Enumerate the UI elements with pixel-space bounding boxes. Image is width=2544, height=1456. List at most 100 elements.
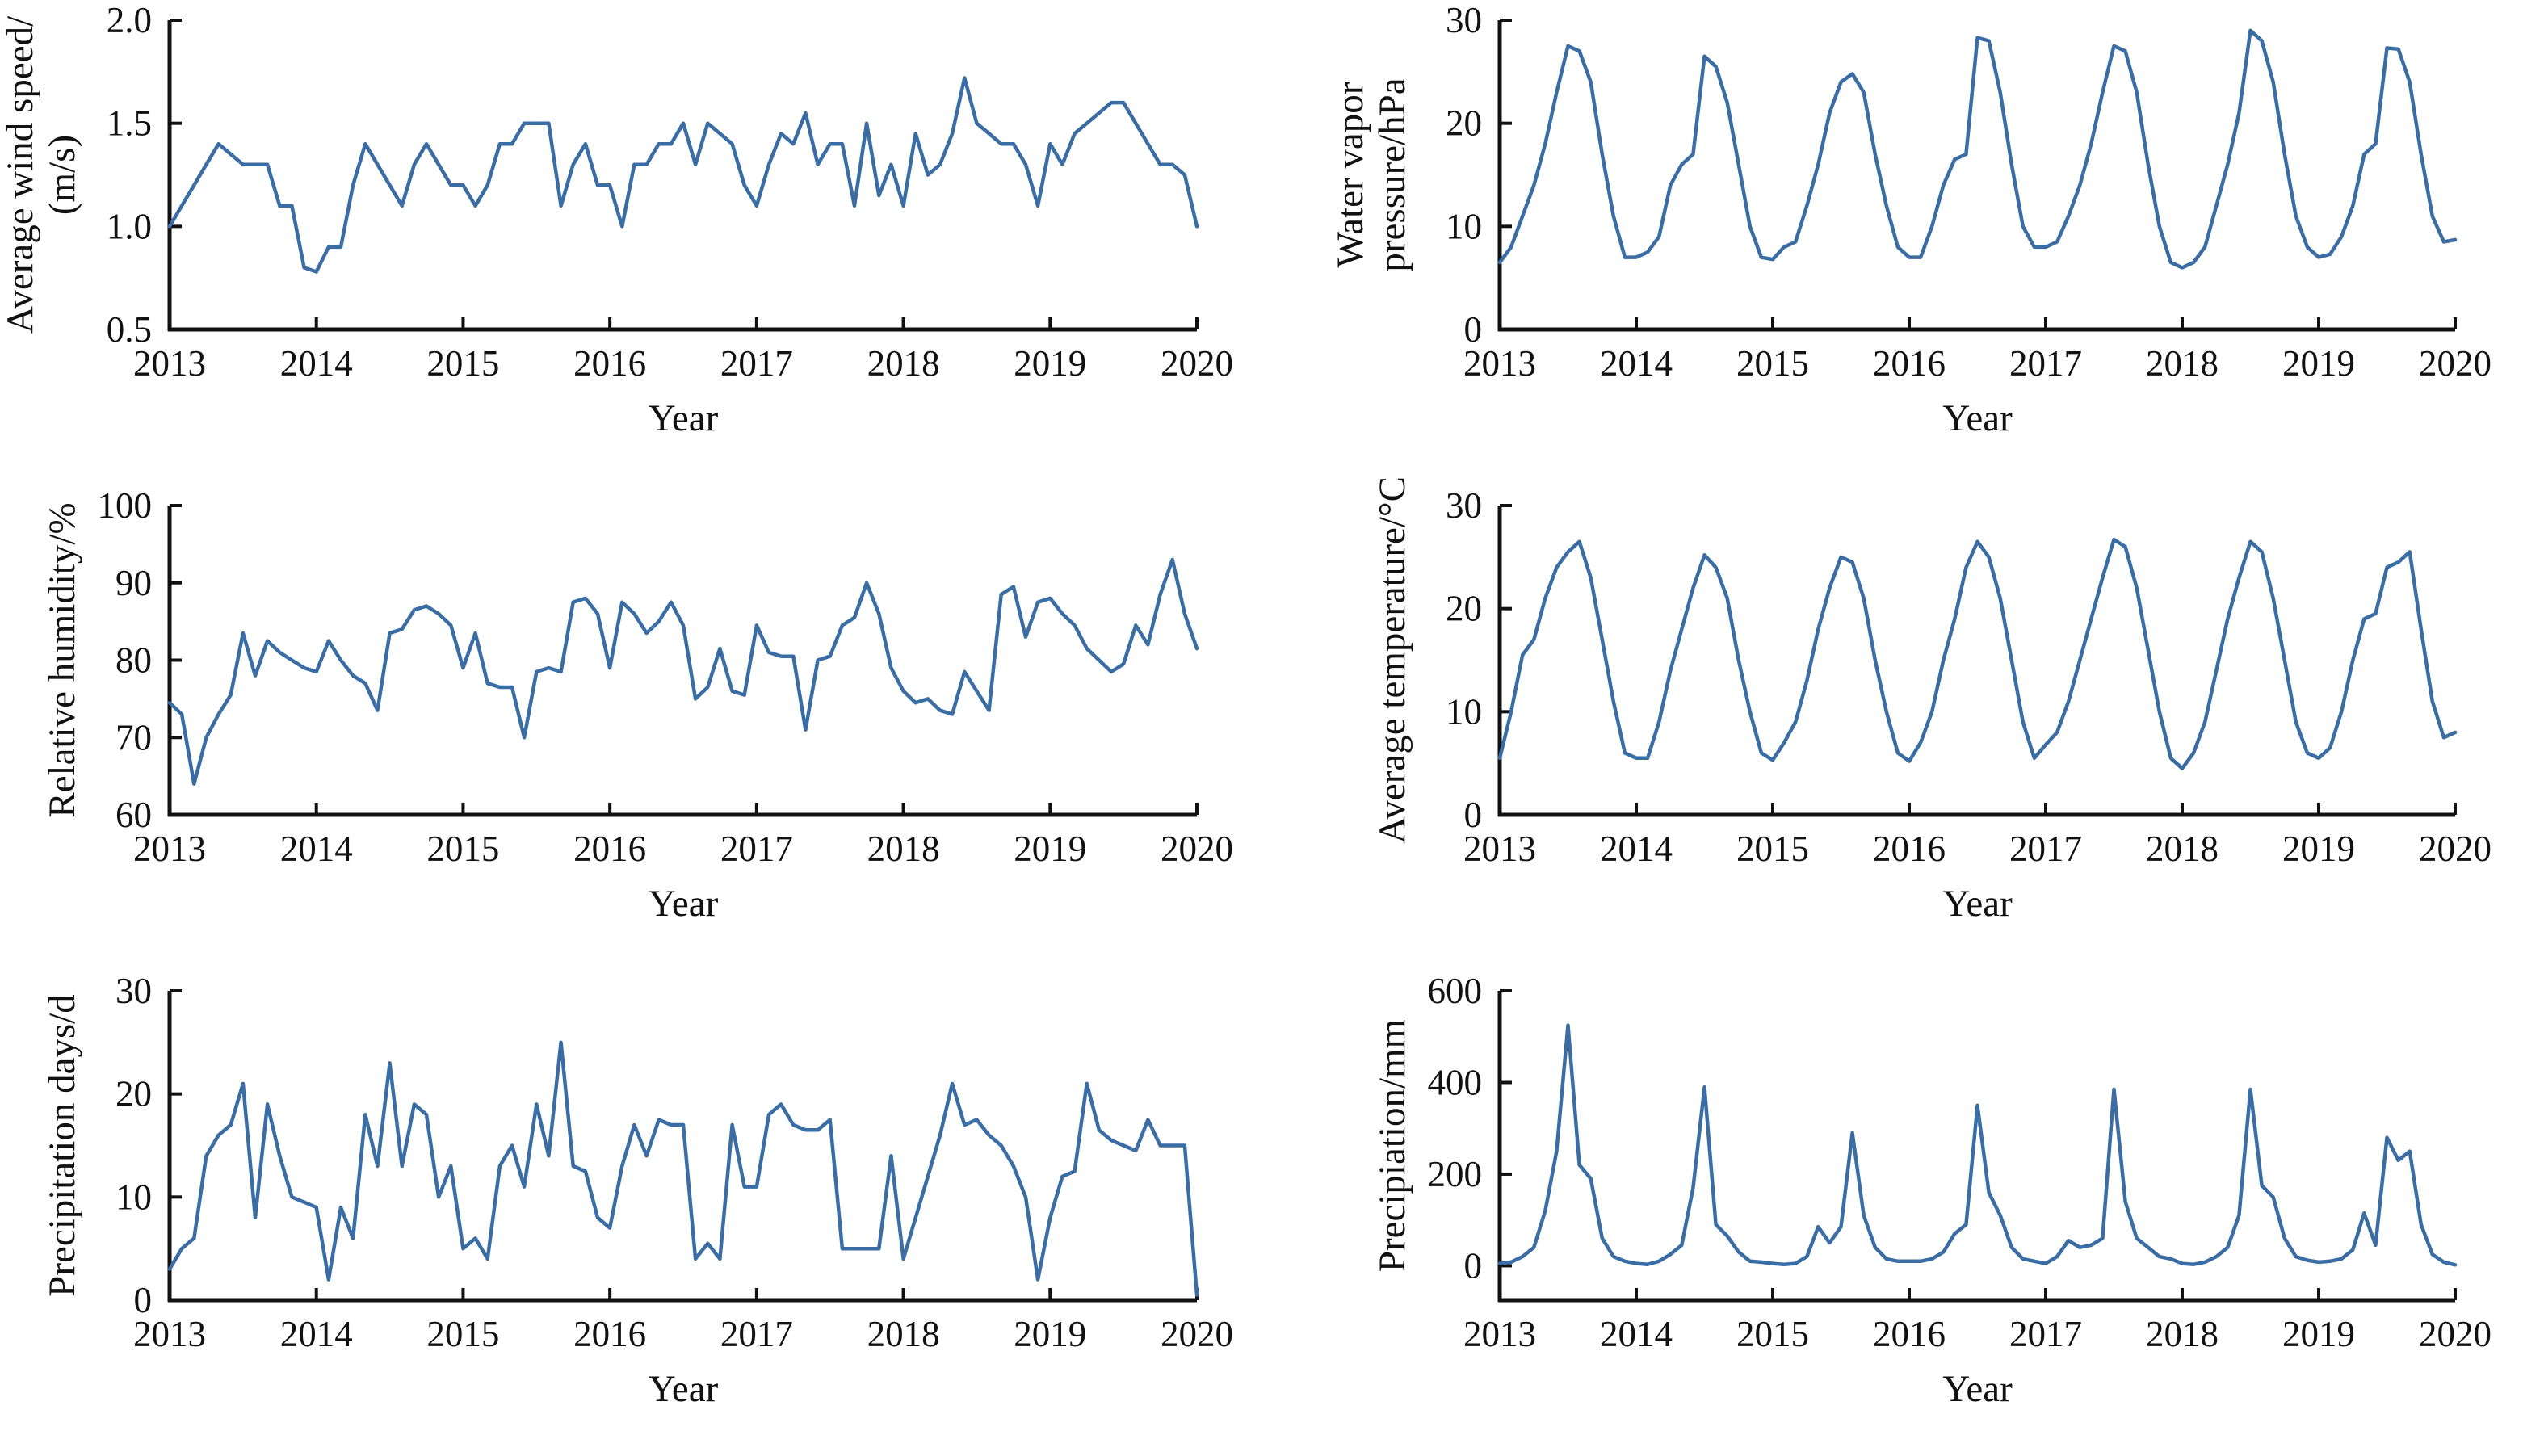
x-tick-label: 2019 [2282, 343, 2355, 384]
x-axis-label: Year [1942, 1368, 2013, 1410]
water-vapor-pressure-chart: 0 10 20 30 2013 2014 2015 2016 2017 2018 2019 2020 W… [1329, 0, 2492, 439]
panel-water-vapor-pressure: 0 10 20 30 2013 2014 2015 2016 2017 2018 2019 2020 W… [1272, 0, 2544, 485]
data-line [167, 557, 1199, 786]
x-tick-label: 2014 [280, 829, 353, 869]
panel-precipitation-mm: 0 200 400 600 2013 2014 2015 2016 2017 2018 2019 20… [1272, 971, 2544, 1456]
panel-relative-humidity: 60 70 80 90 100 2013 2014 2015 2016 2017 2018 2019 2… [0, 485, 1272, 971]
x-tick-label: 2016 [573, 1314, 646, 1354]
data-line [1497, 28, 2458, 270]
y-tick-label: 0 [1464, 1245, 1483, 1286]
y-tick-label: 0 [134, 1280, 153, 1320]
x-tick-label: 2020 [2419, 1314, 2492, 1354]
y-tick-label: 30 [115, 971, 152, 1011]
data-line [1497, 537, 2458, 770]
data-line [1497, 1023, 2458, 1267]
x-tick-label: 2013 [133, 1314, 206, 1354]
y-axis-label: Water vapor [1329, 82, 1371, 267]
y-tick-label: 70 [115, 717, 152, 757]
y-axis-label: pressure/hPa [1371, 78, 1413, 271]
y-axis-label: Precipitation days/d [41, 994, 83, 1297]
x-tick-label: 2018 [2146, 343, 2219, 384]
x-tick-label: 2016 [1873, 1314, 1946, 1354]
x-tick-label: 2020 [1161, 343, 1233, 384]
x-tick-label: 2015 [426, 343, 499, 384]
x-tick-label: 2019 [1014, 343, 1086, 384]
x-tick-label: 2015 [1736, 343, 1809, 384]
x-tick-label: 2018 [2146, 829, 2219, 869]
precipitation-mm-chart: 0 200 400 600 2013 2014 2015 2016 2017 2018 2019 20… [1371, 971, 2492, 1410]
x-tick-label: 2017 [2009, 343, 2082, 384]
x-tick-label: 2017 [720, 343, 793, 384]
y-tick-label: 600 [1428, 971, 1483, 1011]
y-tick-label: 10 [1446, 206, 1482, 246]
x-tick-label: 2013 [1463, 829, 1536, 869]
x-tick-label: 2018 [2146, 1314, 2219, 1354]
x-tick-label: 2015 [1736, 1314, 1809, 1354]
x-tick-label: 2015 [1736, 829, 1809, 869]
x-axis-label: Year [649, 1368, 719, 1410]
x-tick-label: 2013 [133, 343, 206, 384]
x-axis-label: Year [1942, 397, 2013, 439]
x-tick-label: 2013 [1463, 1314, 1536, 1354]
x-tick-label: 2017 [720, 1314, 793, 1354]
x-tick-label: 2017 [720, 829, 793, 869]
x-tick-label: 2016 [573, 829, 646, 869]
x-tick-label: 2019 [1014, 829, 1086, 869]
relative-humidity-chart: 60 70 80 90 100 2013 2014 2015 2016 2017 2018 2019 2… [41, 485, 1233, 925]
x-tick-label: 2014 [1600, 829, 1673, 869]
y-tick-label: 20 [115, 1074, 152, 1114]
panel-average-wind-speed: 0.5 1.0 1.5 2.0 2013 2014 2015 2016 2017 2018 2019… [0, 0, 1272, 485]
y-tick-label: 400 [1428, 1062, 1483, 1102]
y-tick-label: 10 [115, 1177, 152, 1217]
average-wind-speed-chart: 0.5 1.0 1.5 2.0 2013 2014 2015 2016 2017 2018 2019… [0, 0, 1233, 439]
x-tick-label: 2020 [1161, 1314, 1233, 1354]
panel-average-temperature: 0 10 20 30 2013 2014 2015 2016 2017 2018 2019 2020 A… [1272, 476, 2544, 971]
average-temperature-chart: 0 10 20 30 2013 2014 2015 2016 2017 2018 2019 2020 A… [1371, 476, 2492, 925]
x-axis-label: Year [649, 883, 719, 925]
x-tick-label: 2019 [1014, 1314, 1086, 1354]
x-tick-label: 2018 [867, 343, 940, 384]
y-tick-label: 90 [115, 563, 152, 603]
y-tick-label: 20 [1446, 103, 1482, 144]
x-tick-label: 2016 [573, 343, 646, 384]
x-tick-label: 2017 [2009, 829, 2082, 869]
x-tick-label: 2016 [1873, 829, 1946, 869]
y-tick-label: 30 [1446, 485, 1482, 526]
x-tick-label: 2014 [280, 343, 353, 384]
x-tick-label: 2015 [426, 829, 499, 869]
x-tick-label: 2019 [2282, 1314, 2355, 1354]
y-tick-label: 0 [1464, 795, 1483, 835]
x-tick-label: 2013 [1463, 343, 1536, 384]
y-tick-label: 1.0 [107, 206, 152, 246]
y-tick-label: 30 [1446, 0, 1482, 40]
x-tick-label: 2016 [1873, 343, 1946, 384]
y-tick-label: 1.5 [107, 103, 152, 144]
y-axis-label: Relative humidity/% [41, 502, 83, 817]
panel-precipitation-days: 0 10 20 30 2013 2014 2015 2016 2017 2018 2019 2020 P… [0, 971, 1272, 1456]
y-axis-label: (m/s) [41, 135, 83, 215]
y-tick-label: 200 [1428, 1154, 1483, 1194]
precipitation-days-chart: 0 10 20 30 2013 2014 2015 2016 2017 2018 2019 2020 P… [41, 971, 1233, 1410]
y-tick-label: 100 [98, 485, 153, 526]
x-axis-label: Year [1942, 883, 2013, 925]
y-axis-label: Average temperature/°C [1371, 476, 1413, 844]
x-tick-label: 2017 [2009, 1314, 2082, 1354]
y-tick-label: 80 [115, 640, 152, 681]
x-tick-label: 2015 [426, 1314, 499, 1354]
x-axis-label: Year [649, 397, 719, 439]
x-tick-label: 2020 [2419, 343, 2492, 384]
x-tick-label: 2018 [867, 829, 940, 869]
x-tick-label: 2013 [133, 829, 206, 869]
y-tick-label: 20 [1446, 589, 1482, 629]
y-tick-label: 0.5 [107, 309, 152, 350]
x-tick-label: 2019 [2282, 829, 2355, 869]
y-axis-label: Precipiation/mm [1371, 1019, 1413, 1272]
data-line [167, 1040, 1199, 1297]
x-tick-label: 2014 [1600, 1314, 1673, 1354]
y-axis-label: Average wind speed/ [0, 15, 41, 334]
y-tick-label: 10 [1446, 691, 1482, 732]
y-tick-label: 0 [1464, 309, 1483, 350]
y-tick-label: 2.0 [107, 0, 152, 40]
x-tick-label: 2018 [867, 1314, 940, 1354]
x-tick-label: 2014 [1600, 343, 1673, 384]
